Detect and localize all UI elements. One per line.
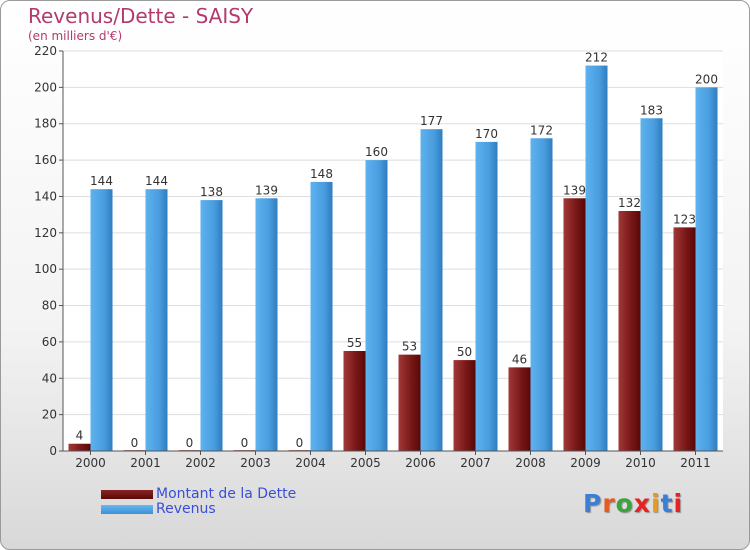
data-label-debt: 0 (131, 436, 139, 450)
y-tick-label: 120 (34, 226, 57, 240)
bar-debt (68, 443, 91, 451)
data-label-revenus: 148 (310, 167, 333, 181)
bar-revenus (310, 181, 333, 451)
data-label-debt: 50 (457, 345, 472, 359)
bar-revenus (255, 198, 278, 451)
x-tick-label: 2008 (515, 456, 546, 470)
x-tick-label: 2010 (625, 456, 656, 470)
y-tick-label: 20 (42, 408, 57, 422)
x-tick-label: 2002 (185, 456, 216, 470)
chart-subtitle: (en milliers d'€) (28, 29, 123, 43)
legend-swatch-dette (101, 490, 153, 499)
data-label-revenus: 139 (255, 183, 278, 197)
data-label-debt: 55 (347, 336, 362, 350)
x-tick-label: 2000 (75, 456, 106, 470)
plot-area (63, 51, 723, 451)
logo-letter: t (660, 489, 674, 518)
bar-debt (618, 211, 641, 451)
x-tick-label: 2005 (350, 456, 381, 470)
y-tick-label: 200 (34, 80, 57, 94)
data-label-revenus: 144 (90, 174, 113, 188)
data-label-debt: 0 (186, 436, 194, 450)
logo-letter: i (673, 489, 684, 518)
x-tick-label: 2006 (405, 456, 436, 470)
data-label-debt: 4 (76, 429, 84, 443)
legend-swatch-revenus (101, 505, 153, 514)
y-tick-label: 60 (42, 335, 57, 349)
data-label-debt: 53 (402, 340, 417, 354)
logo-letter: P (583, 489, 603, 518)
logo-letter: o (615, 489, 634, 518)
y-tick-label: 80 (42, 299, 57, 313)
bar-debt (398, 354, 421, 451)
y-tick-label: 220 (34, 44, 57, 58)
x-tick-label: 2011 (680, 456, 711, 470)
data-label-debt: 46 (512, 352, 527, 366)
proxiti-logo: Proxiti (583, 489, 683, 518)
bar-revenus (200, 200, 223, 451)
data-label-revenus: 138 (200, 185, 223, 199)
data-label-debt: 139 (563, 183, 586, 197)
bar-debt (563, 198, 586, 451)
x-tick-label: 2001 (130, 456, 161, 470)
x-tick-label: 2004 (295, 456, 326, 470)
data-label-debt: 132 (618, 196, 641, 210)
bar-debt (508, 367, 531, 451)
bar-revenus (695, 87, 718, 451)
legend-label-dette: Montant de la Dette (156, 486, 297, 502)
y-tick-label: 0 (49, 444, 57, 458)
data-label-debt: 123 (673, 212, 696, 226)
bar-revenus (585, 65, 608, 451)
y-tick-label: 100 (34, 262, 57, 276)
data-label-revenus: 200 (695, 72, 718, 86)
data-label-revenus: 160 (365, 145, 388, 159)
y-tick-label: 140 (34, 189, 57, 203)
bar-revenus (365, 160, 388, 451)
y-tick-label: 40 (42, 371, 57, 385)
x-tick-label: 2007 (460, 456, 491, 470)
data-label-debt: 0 (296, 436, 304, 450)
bar-revenus (90, 189, 113, 451)
bar-debt (343, 351, 366, 451)
logo-letter: i (651, 489, 661, 518)
bar-debt (453, 360, 476, 451)
bar-revenus (640, 118, 663, 451)
x-tick-label: 2003 (240, 456, 271, 470)
logo-letter: x (633, 489, 651, 518)
x-tick-label: 2009 (570, 456, 601, 470)
chart-title: Revenus/Dette - SAISY (28, 4, 254, 28)
data-label-debt: 0 (241, 436, 249, 450)
data-label-revenus: 177 (420, 114, 443, 128)
bar-revenus (420, 129, 443, 451)
bar-revenus (530, 138, 553, 452)
logo-letter: r (602, 489, 616, 518)
bar-revenus (145, 189, 168, 451)
data-label-revenus: 170 (475, 127, 498, 141)
data-label-revenus: 144 (145, 174, 168, 188)
bar-debt (673, 227, 696, 451)
y-tick-label: 160 (34, 153, 57, 167)
data-label-revenus: 172 (530, 123, 553, 137)
data-label-revenus: 212 (585, 51, 608, 65)
data-label-revenus: 183 (640, 103, 663, 117)
legend-label-revenus: Revenus (156, 501, 216, 517)
bar-revenus (475, 141, 498, 451)
y-tick-label: 180 (34, 117, 57, 131)
